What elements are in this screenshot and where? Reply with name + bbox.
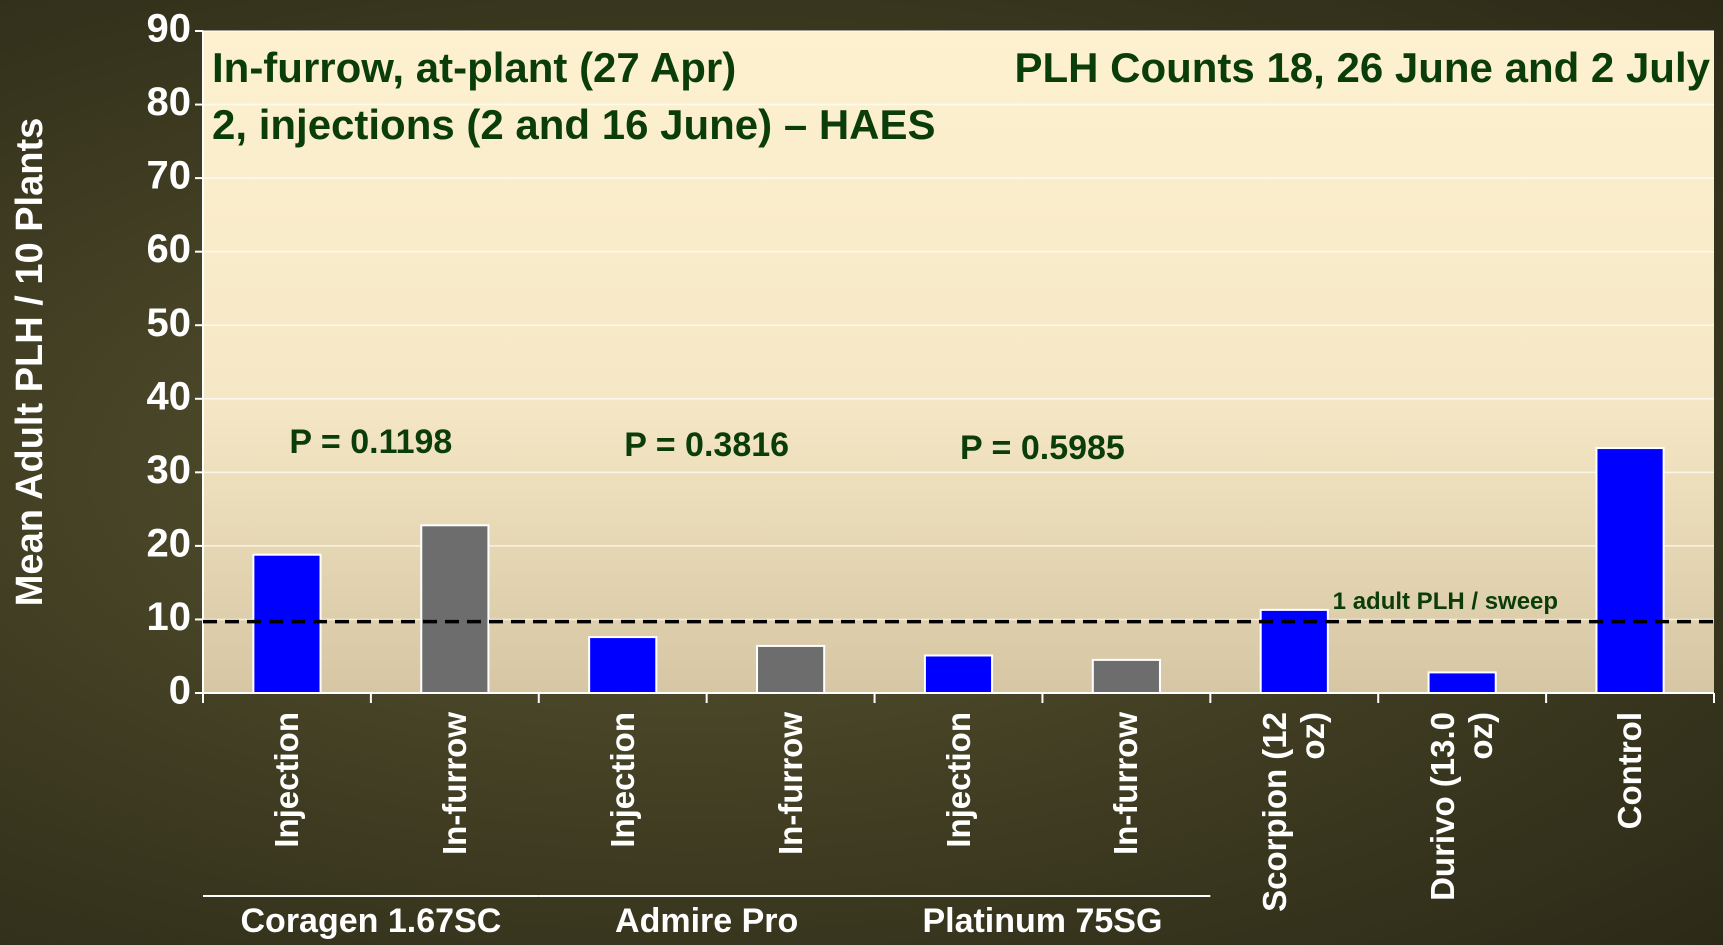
bar xyxy=(1595,447,1665,694)
x-tick-label: Scorpion (12 oz) xyxy=(1256,712,1332,912)
y-tick-label: 20 xyxy=(147,521,192,565)
y-tick-label: 30 xyxy=(147,448,192,492)
title-line: PLH Counts 18, 26 June and 2 July xyxy=(1014,44,1710,91)
p-value-label: P = 0.1198 xyxy=(289,423,452,461)
bar xyxy=(923,654,994,695)
x-tick-label: In-furrow xyxy=(1107,712,1145,855)
group-label: Coragen 1.67SC xyxy=(241,902,502,940)
x-tick-label: Injection xyxy=(939,712,977,848)
y-tick-label: 0 xyxy=(169,669,191,713)
bar xyxy=(420,524,490,694)
y-tick-label: 60 xyxy=(147,227,192,271)
p-value-label: P = 0.3816 xyxy=(624,426,789,464)
title-line: 2, injections (2 and 16 June) – HAES xyxy=(212,101,936,148)
x-tick-label: Injection xyxy=(603,712,641,848)
y-tick-label: 70 xyxy=(147,154,192,198)
bar xyxy=(588,636,658,694)
p-value-label: P = 0.5985 xyxy=(960,429,1125,467)
group-label: Platinum 75SG xyxy=(922,902,1162,940)
y-axis-label: Mean Adult PLH / 10 Plants xyxy=(9,118,51,606)
group-label: Admire Pro xyxy=(615,902,798,940)
x-tick-label: In-furrow xyxy=(771,712,809,855)
bar xyxy=(252,553,322,695)
y-tick-label: 40 xyxy=(147,374,192,418)
y-tick-label: 90 xyxy=(147,7,192,51)
bar xyxy=(1427,671,1497,694)
y-tick-label: 80 xyxy=(147,80,192,124)
bar xyxy=(1091,658,1161,695)
x-tick-label: Injection xyxy=(267,712,305,848)
x-tick-label: Control xyxy=(1611,712,1649,830)
y-tick-label: 10 xyxy=(147,595,192,639)
bar xyxy=(1259,608,1329,694)
x-tick-label: In-furrow xyxy=(435,712,473,855)
threshold-label: 1 adult PLH / sweep xyxy=(1333,588,1558,615)
bar xyxy=(756,644,826,694)
y-tick-label: 50 xyxy=(147,301,192,345)
x-tick-label: Durivo (13.0 oz) xyxy=(1424,712,1500,901)
title-line: In-furrow, at-plant (27 Apr) xyxy=(212,44,736,91)
